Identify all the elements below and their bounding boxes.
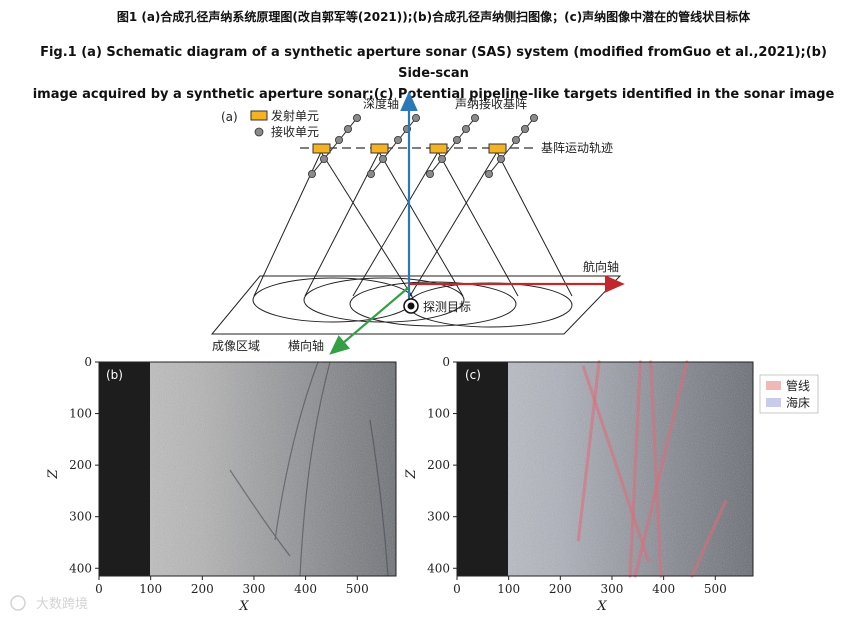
beam-cones	[253, 151, 573, 297]
figure-caption-english: Fig.1 (a) Schematic diagram of a synthet…	[20, 42, 847, 105]
x-tick-label: 200	[191, 582, 214, 596]
emit-units	[312, 143, 507, 154]
legend-label-seabed: 海床	[786, 395, 810, 410]
array-label: 声纳接收基阵	[455, 96, 527, 111]
pipeline-line	[628, 360, 642, 578]
x-tick-label: 200	[549, 582, 572, 596]
recv-unit-legend-swatch	[254, 127, 264, 137]
x-tick-label: 300	[243, 582, 266, 596]
y-tick-label: 200	[427, 458, 450, 472]
pipeline-line	[649, 360, 663, 578]
panel-a-tag: (a)	[221, 110, 238, 124]
panel-b-frame	[98, 361, 397, 577]
y-tick-label: 400	[427, 561, 450, 575]
heading-axis-label: 航向轴	[583, 259, 619, 274]
seabed-streaks-b	[229, 361, 389, 577]
pipeline-annotations	[576, 360, 728, 578]
x-axis-title: X	[596, 599, 607, 614]
x-tick-label: 300	[601, 582, 624, 596]
panel-c-tag: (c)	[465, 368, 481, 382]
pipeline-line	[576, 360, 601, 542]
watermark-text: 大数跨境	[36, 597, 88, 612]
water-column-b	[99, 362, 150, 576]
depth-axis-label: 深度轴	[363, 96, 399, 111]
x-tick-label: 400	[294, 582, 317, 596]
x-tick-label: 100	[497, 582, 520, 596]
y-tick-label: 300	[427, 510, 450, 524]
legend-swatch-seabed	[766, 398, 781, 407]
legend-emit-label: 发射单元	[271, 108, 319, 123]
panel-c-frame	[456, 361, 754, 577]
receive-arrays	[307, 114, 539, 178]
x-tick-label: 500	[704, 582, 727, 596]
x-tick-label: 400	[652, 582, 675, 596]
panel-b-tag: (b)	[106, 368, 123, 382]
imaging-area-label: 成像区域	[212, 339, 260, 353]
watermark-logo-icon	[10, 595, 26, 611]
panel-b-axes: 0 100 200 300 400 500 0 100 200 300 400 X Z	[46, 355, 369, 614]
track-label: 基阵运动轨迹	[541, 141, 613, 155]
target-label: 探测目标	[423, 300, 471, 314]
x-tick-label: 500	[346, 582, 369, 596]
y-tick-label: 200	[69, 458, 92, 472]
water-column-c	[457, 362, 508, 576]
panel-b-sonar-image: (b) 0 100 200 300 400 500 0 100 200 300 400 X Z	[46, 355, 397, 614]
x-tick-label: 100	[139, 582, 162, 596]
target-center-dot	[407, 302, 415, 310]
figure-caption-chinese: 图1 (a)合成孔径声纳系统原理图(改自郭军等(2021));(b)合成孔径声纳…	[116, 10, 751, 24]
x-tick-label: 0	[95, 582, 103, 596]
pipeline-line	[633, 360, 689, 578]
emit-unit-legend-swatch	[250, 110, 268, 121]
y-tick-label: 300	[69, 510, 92, 524]
pipeline-line	[581, 365, 650, 563]
caption-english-line-1: Fig.1 (a) Schematic diagram of a synthet…	[40, 45, 827, 81]
y-axis-title: Z	[404, 469, 419, 480]
panel-c-legend: 管线 海床	[759, 374, 819, 414]
legend-label-pipeline: 管线	[786, 378, 810, 393]
panel-a-schematic: (a) 发射单元 接收单元 深度轴 声纳接收基阵 基阵运动轨迹	[210, 91, 625, 355]
panel-c-axes: 0 100 200 300 400 500 0 100 200 300 400 X Z	[404, 355, 727, 614]
y-tick-label: 0	[442, 355, 450, 369]
cross-axis-arrow	[329, 286, 410, 355]
y-axis-title: Z	[46, 469, 61, 480]
y-tick-label: 400	[69, 561, 92, 575]
watermark: 大数跨境	[10, 595, 88, 612]
y-tick-label: 100	[69, 407, 92, 421]
pipeline-line	[690, 499, 728, 578]
legend-swatch-pipeline	[766, 381, 781, 390]
y-tick-label: 0	[84, 355, 92, 369]
panel-c-sonar-image: (c) 0 100 200 300 400 500 0 100 200 300 400 X Z 管线 海…	[404, 355, 819, 614]
x-tick-label: 0	[453, 582, 461, 596]
x-axis-title: X	[238, 599, 249, 614]
caption-english-line-2: image acquired by a synthetic aperture s…	[32, 87, 835, 102]
y-tick-label: 100	[427, 407, 450, 421]
imaging-plane	[210, 275, 622, 335]
cross-axis-label: 横向轴	[288, 338, 324, 353]
legend-recv-label: 接收单元	[271, 124, 319, 139]
